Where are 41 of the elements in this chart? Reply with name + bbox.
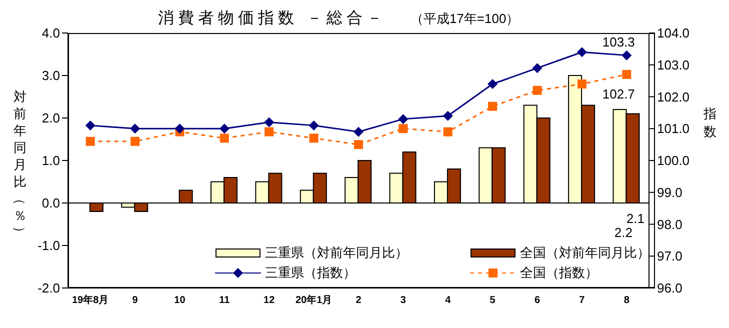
x-tick-label: 3 <box>400 295 406 306</box>
y2-tick-label: 97.0 <box>657 248 682 264</box>
legend-label: 三重県（対前年同月比） <box>265 244 408 262</box>
legend-label: 全国（指数） <box>520 264 598 282</box>
data-label: 2.2 <box>614 225 632 240</box>
x-tick-label: 9 <box>132 295 138 306</box>
x-tick-label: 7 <box>579 295 586 306</box>
chart-subtitle: （平成17年=100） <box>410 11 520 26</box>
x-tick-label: 12 <box>264 295 276 306</box>
text: 対前年同月比（％） <box>12 89 28 239</box>
x-tick-label: 11 <box>219 295 230 306</box>
x-tick-label: 4 <box>445 295 452 306</box>
y-tick-label: -1.0 <box>38 238 60 254</box>
y2-tick-label: 103.0 <box>657 57 690 72</box>
data-label: 2.1 <box>626 211 644 226</box>
y-tick-label: 1.0 <box>42 153 60 168</box>
x-tick-label: 20年1月 <box>295 294 332 306</box>
y2-tick-label: 104.0 <box>657 26 690 41</box>
legend-label: 全国（対前年同月比） <box>520 244 650 262</box>
y2-tick-label: 101.0 <box>657 121 690 136</box>
y2-tick-label: 98.0 <box>657 216 682 232</box>
x-tick-label: 6 <box>534 295 540 306</box>
y2-tick-label: 102.0 <box>657 89 690 104</box>
y2-tick-label: 96.0 <box>657 280 682 296</box>
legend-label: 三重県（指数） <box>265 264 356 282</box>
y-tick-label: 4.0 <box>42 26 60 41</box>
y2-axis-title: 指数 <box>702 105 718 141</box>
y-tick-label: -2.0 <box>38 280 60 296</box>
x-tick-label: 5 <box>490 295 496 306</box>
chart-title: 消費者物価指数 －総合－ <box>158 10 386 27</box>
y2-tick-label: 100.0 <box>657 153 690 168</box>
y2-tick-label: 99.0 <box>657 184 682 200</box>
x-tick-label: 10 <box>174 295 186 306</box>
data-label: 103.3 <box>602 34 635 50</box>
x-tick-label: 8 <box>624 295 630 306</box>
y-tick-label: 3.0 <box>42 68 60 84</box>
y-tick-label: 0.0 <box>42 196 60 211</box>
data-label: 102.7 <box>602 86 635 102</box>
x-tick-label: 2 <box>356 295 362 306</box>
x-tick-label: 19年8月 <box>72 294 109 306</box>
y-tick-label: 2.0 <box>42 110 60 126</box>
